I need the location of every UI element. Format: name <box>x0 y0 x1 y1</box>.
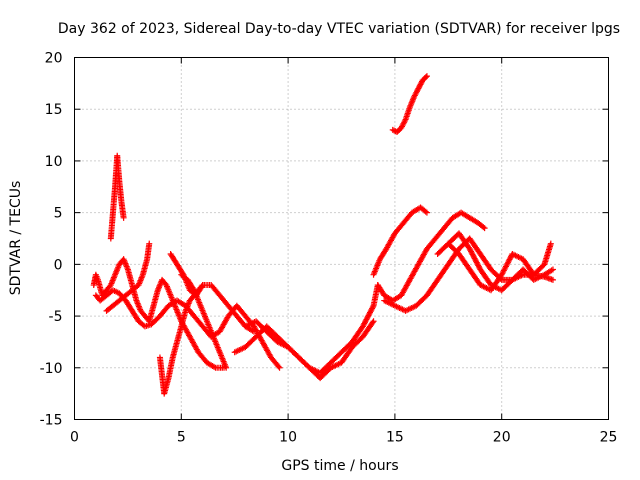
data-point <box>422 208 429 215</box>
series-track-4 <box>107 152 127 242</box>
data-point <box>369 319 376 326</box>
data-point <box>422 74 429 81</box>
series-track-1 <box>90 256 228 371</box>
data-point <box>120 214 127 221</box>
data-point <box>276 364 283 371</box>
x-axis-label: GPS time / hours <box>281 458 398 474</box>
y-axis-label: SDTVAR / TECUs <box>8 181 24 296</box>
data-point <box>547 240 554 247</box>
data-point <box>481 225 488 232</box>
series-track-14 <box>445 240 554 294</box>
data-point <box>423 73 430 80</box>
x-tick-label: 20 <box>493 430 511 446</box>
y-tick-label: -5 <box>49 309 63 325</box>
x-tick-label: 0 <box>70 430 79 446</box>
y-axis-ticks: -15 -10 -5 0 5 10 15 20 <box>40 51 609 429</box>
x-axis-ticks: 0 5 10 15 20 25 <box>70 57 618 446</box>
data-point <box>250 328 257 335</box>
data-point <box>423 209 430 216</box>
data-point <box>369 304 376 311</box>
series-track-9 <box>242 282 381 376</box>
series-track-11 <box>374 209 488 304</box>
data-point <box>549 276 556 283</box>
plot-frame <box>74 57 609 420</box>
data-points <box>90 73 556 397</box>
x-tick-label: 5 <box>177 430 186 446</box>
chart-title: Day 362 of 2023, Sidereal Day-to-day VTE… <box>58 21 620 37</box>
series-track-7 <box>178 271 230 371</box>
data-point <box>480 224 487 231</box>
series-track-15 <box>389 73 430 135</box>
series-track-13 <box>434 230 556 294</box>
series-track-3 <box>103 240 153 314</box>
gridlines <box>74 57 609 420</box>
series-track-10 <box>370 204 430 278</box>
x-tick-label: 25 <box>600 430 618 446</box>
data-point <box>549 266 556 273</box>
data-point <box>401 117 408 124</box>
data-point <box>146 240 153 247</box>
y-tick-label: 10 <box>45 154 63 170</box>
data-point <box>223 364 230 371</box>
series-track-5 <box>156 282 206 397</box>
data-point <box>370 318 377 325</box>
y-tick-label: 0 <box>54 257 63 273</box>
x-tick-label: 10 <box>279 430 297 446</box>
y-tick-label: -10 <box>40 361 63 377</box>
y-tick-label: 5 <box>54 206 63 222</box>
data-point <box>275 363 282 370</box>
y-tick-label: -15 <box>40 413 63 429</box>
x-tick-label: 15 <box>386 430 404 446</box>
y-tick-label: 15 <box>45 102 63 118</box>
y-tick-label: 20 <box>45 51 63 67</box>
